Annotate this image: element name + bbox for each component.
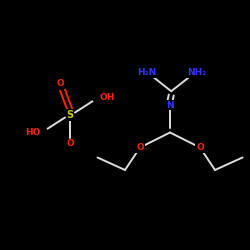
Text: O: O bbox=[196, 143, 204, 152]
Text: O: O bbox=[66, 139, 74, 148]
Text: H₂N: H₂N bbox=[136, 68, 156, 77]
Text: S: S bbox=[66, 110, 73, 120]
Text: HO: HO bbox=[24, 128, 40, 137]
Text: NH₂: NH₂ bbox=[186, 68, 206, 77]
Text: O: O bbox=[136, 143, 144, 152]
Text: OH: OH bbox=[100, 93, 116, 102]
Text: O: O bbox=[56, 79, 64, 88]
Text: N: N bbox=[166, 100, 174, 110]
